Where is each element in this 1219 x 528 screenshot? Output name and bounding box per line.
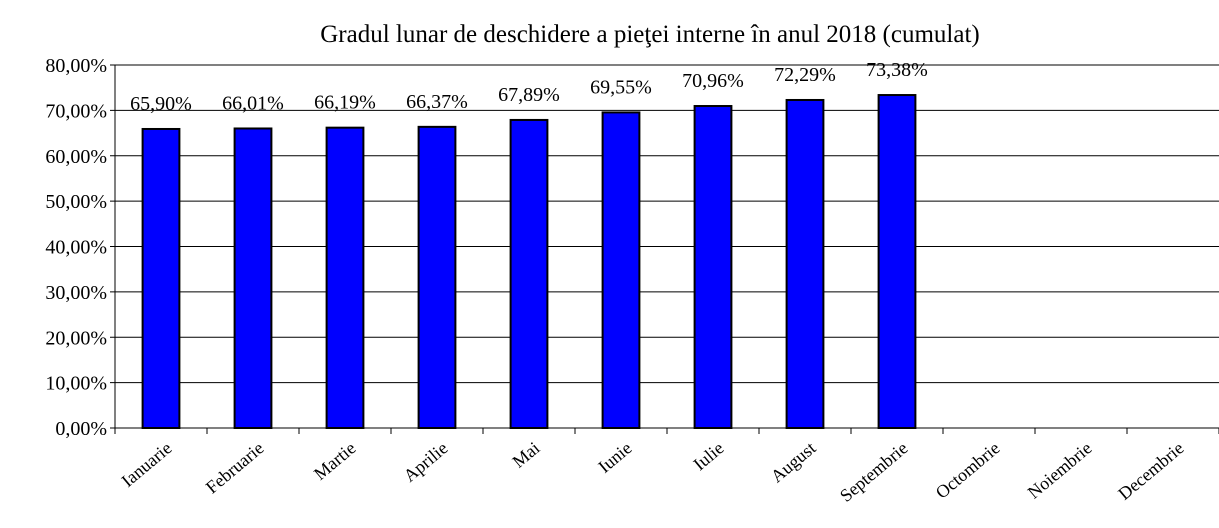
x-tick-label: Aprilie <box>400 438 452 486</box>
x-tick-label: Februarie <box>202 438 268 498</box>
x-tick-label: Noiembrie <box>1024 438 1096 503</box>
data-label: 66,01% <box>222 92 284 114</box>
y-tick-label: 60,00% <box>45 146 107 168</box>
x-tick-label: Martie <box>310 438 360 484</box>
data-label: 65,90% <box>130 93 192 115</box>
x-tick-label: Septembrie <box>836 438 912 506</box>
data-label: 72,29% <box>774 64 836 86</box>
y-tick-label: 20,00% <box>45 327 107 349</box>
data-label: 70,96% <box>682 70 744 92</box>
y-tick-label: 80,00% <box>45 55 107 77</box>
bar <box>877 94 917 430</box>
x-tick-label: Ianuarie <box>118 438 176 491</box>
bar <box>417 125 457 429</box>
bar <box>233 127 273 430</box>
x-tick-label: Iunie <box>594 438 635 477</box>
bar <box>325 126 365 429</box>
x-tick-label: Mai <box>509 438 544 472</box>
bar <box>601 111 641 430</box>
data-label: 69,55% <box>590 76 652 98</box>
data-label: 66,19% <box>314 92 376 114</box>
data-label: 66,37% <box>406 91 468 113</box>
bar <box>141 127 181 429</box>
bar <box>693 105 733 429</box>
data-label: 73,38% <box>866 59 928 81</box>
bar <box>509 118 549 429</box>
x-tick-label: August <box>767 438 820 487</box>
y-tick-label: 40,00% <box>45 237 107 259</box>
y-tick-label: 0,00% <box>55 418 107 440</box>
chart-title: Gradul lunar de deschidere a pieţei inte… <box>320 21 979 48</box>
y-tick-label: 10,00% <box>45 373 107 395</box>
y-tick-label: 50,00% <box>45 191 107 213</box>
data-label: 67,89% <box>498 84 560 106</box>
y-tick-label: 70,00% <box>45 100 107 122</box>
x-tick-label: Decembrie <box>1114 438 1187 504</box>
x-tick-label: Octombrie <box>932 438 1004 503</box>
x-tick-label: Iulie <box>689 438 727 475</box>
bar <box>785 98 825 429</box>
y-tick-label: 30,00% <box>45 282 107 304</box>
